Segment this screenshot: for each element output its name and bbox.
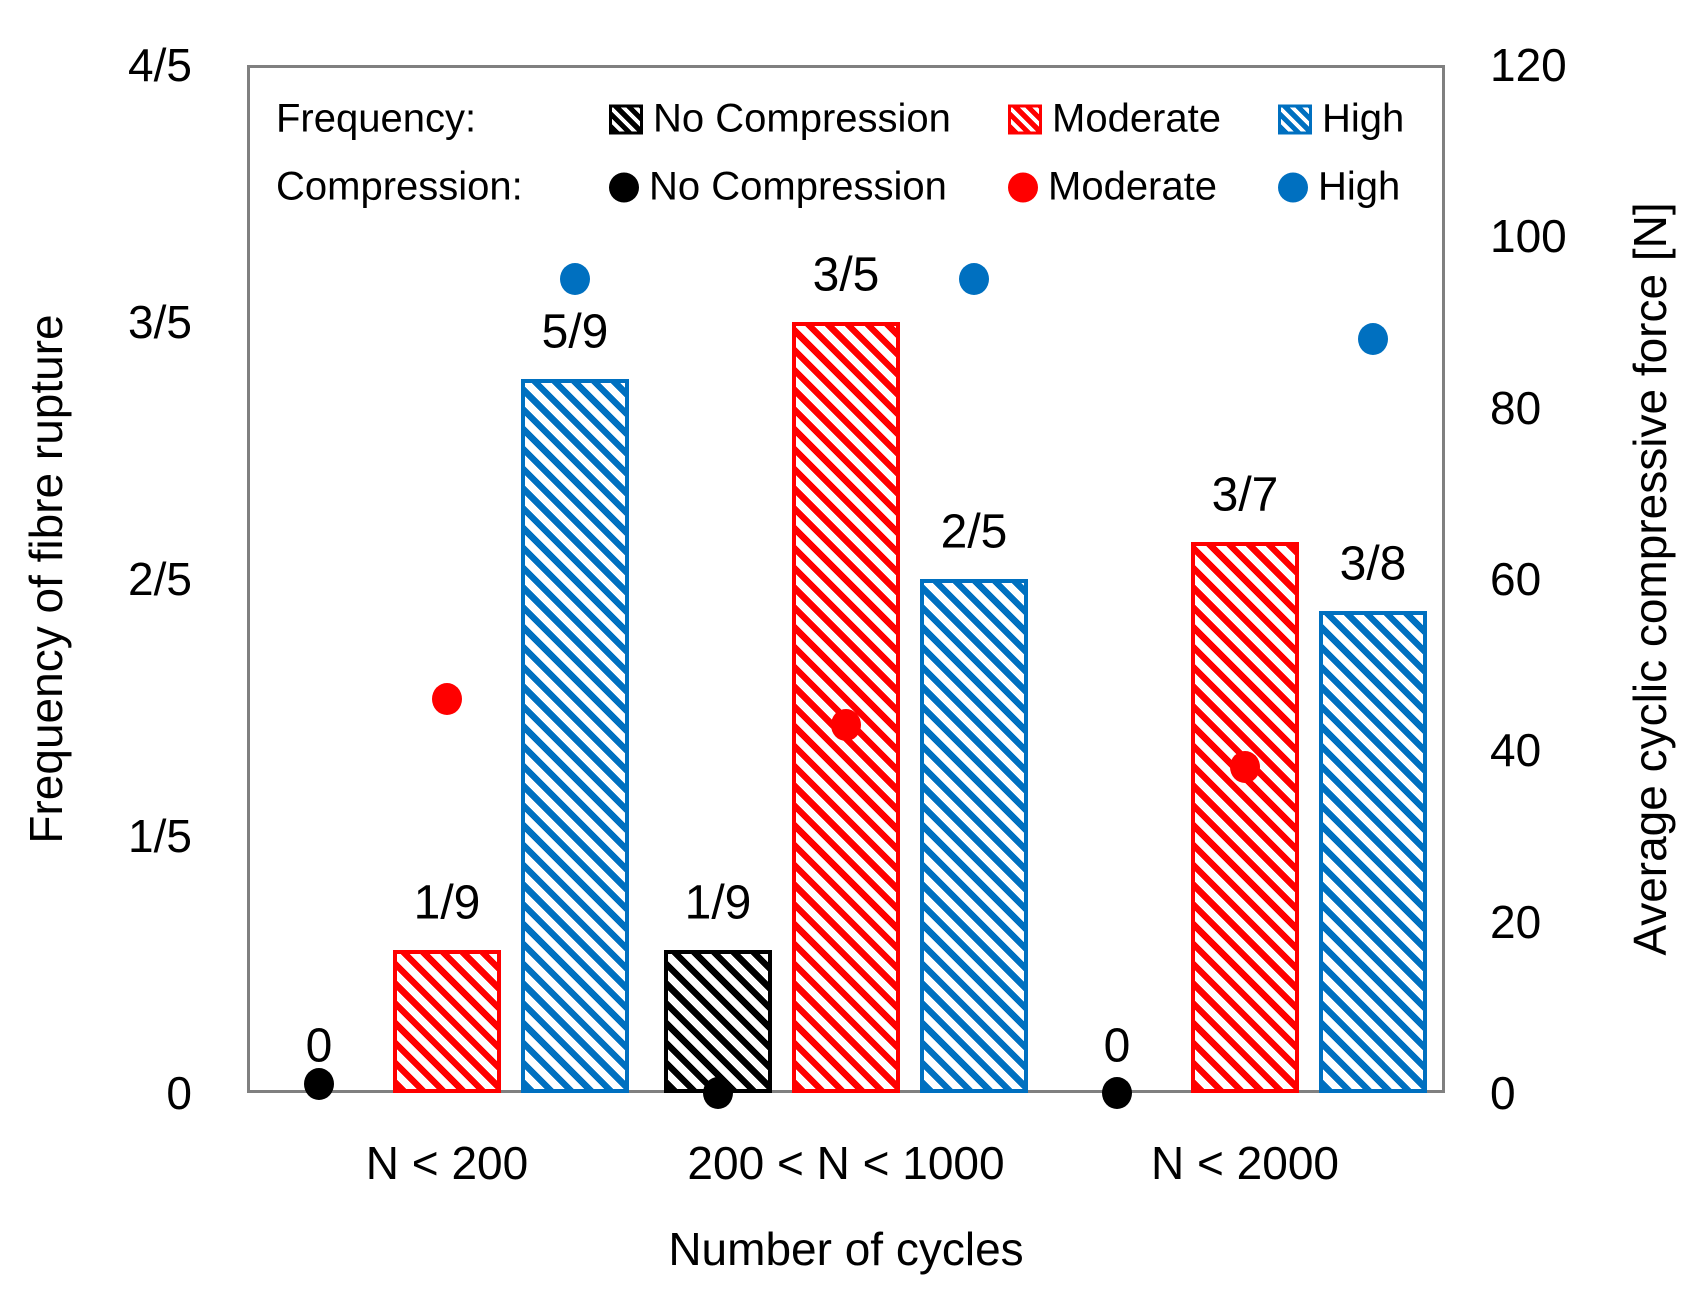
legend-item-dot-no-compression: No Compression [609,165,947,210]
legend-item-dot-moderate: Moderate [1008,165,1217,210]
legend-row-frequency-label: Frequency: [276,96,477,141]
bar-moderate-2 [1191,542,1299,1093]
value-label: 2/5 [940,505,1008,559]
right-axis-tick-label: 80 [1490,381,1542,434]
scatter-dot-moderate-1 [831,708,861,741]
x-axis-title: Number of cycles [668,1223,1024,1275]
value-label: 3/7 [1211,468,1279,522]
legend-item-label: Moderate [1048,164,1217,209]
scatter-dot-high-2 [1358,323,1388,356]
value-label: 1/9 [684,876,752,930]
right-axis-tick-label: 60 [1490,553,1542,605]
left-axis-tick-label: 4/5 [128,39,192,91]
right-axis-title: Average cyclic compressive force [N] [1624,202,1676,956]
left-axis-tick-label: 0 [166,1067,192,1119]
legend-item-label: Moderate [1052,96,1221,141]
left-axis-tick-label: 3/5 [128,296,192,348]
legend-item-label: High [1322,96,1405,141]
right-axis-tick-label: 120 [1490,39,1567,91]
legend-dot-swatch [1278,172,1308,202]
value-label: 5/9 [541,305,609,359]
right-axis-tick-label: 40 [1490,724,1542,777]
right-axis-tick-label: 0 [1490,1067,1516,1119]
category-label: N < 2000 [1151,1137,1339,1189]
legend-item-hatch-no-compression: No Compression [609,97,951,142]
category-label: N < 200 [365,1137,529,1189]
value-label: 0 [305,1019,333,1073]
scatter-dot-no-compression-2 [1102,1077,1132,1109]
legend-dot-swatch [609,172,639,202]
legend-item-hatch-moderate: Moderate [1008,97,1221,142]
value-label: 1/9 [413,876,481,930]
bar-moderate-1 [792,322,900,1093]
value-label: 3/5 [812,248,880,302]
legend-item-label: No Compression [649,164,947,209]
bar-moderate-0 [393,950,501,1093]
left-axis-tick-label: 1/5 [128,810,192,862]
legend-hatch-swatch [609,104,643,134]
bar-high-2 [1319,611,1427,1093]
bar-no-compression-1 [664,950,772,1093]
scatter-dot-no-compression-1 [703,1077,733,1109]
legend-item-label: High [1318,164,1401,209]
value-label: 0 [1103,1019,1131,1073]
legend-hatch-swatch [1008,104,1042,134]
bar-high-0 [521,379,629,1093]
legend-dot-swatch [1008,172,1038,202]
bar-high-1 [920,579,1028,1093]
right-axis-tick-label: 20 [1490,895,1542,948]
scatter-dot-moderate-2 [1230,751,1260,784]
legend-item-hatch-high: High [1278,97,1404,142]
category-label: 200 < N < 1000 [687,1137,1005,1189]
legend-hatch-swatch [1278,104,1312,134]
legend-row-compression-label: Compression: [276,164,523,209]
right-axis-tick-label: 100 [1490,210,1567,263]
left-axis-tick-label: 2/5 [128,553,192,605]
scatter-dot-high-0 [560,263,590,296]
legend-item-dot-high: High [1278,165,1400,210]
scatter-dot-no-compression-0 [304,1068,334,1101]
scatter-dot-moderate-0 [432,682,462,715]
legend-item-label: No Compression [653,96,951,141]
value-label: 3/8 [1339,537,1407,591]
scatter-dot-high-1 [959,263,989,296]
